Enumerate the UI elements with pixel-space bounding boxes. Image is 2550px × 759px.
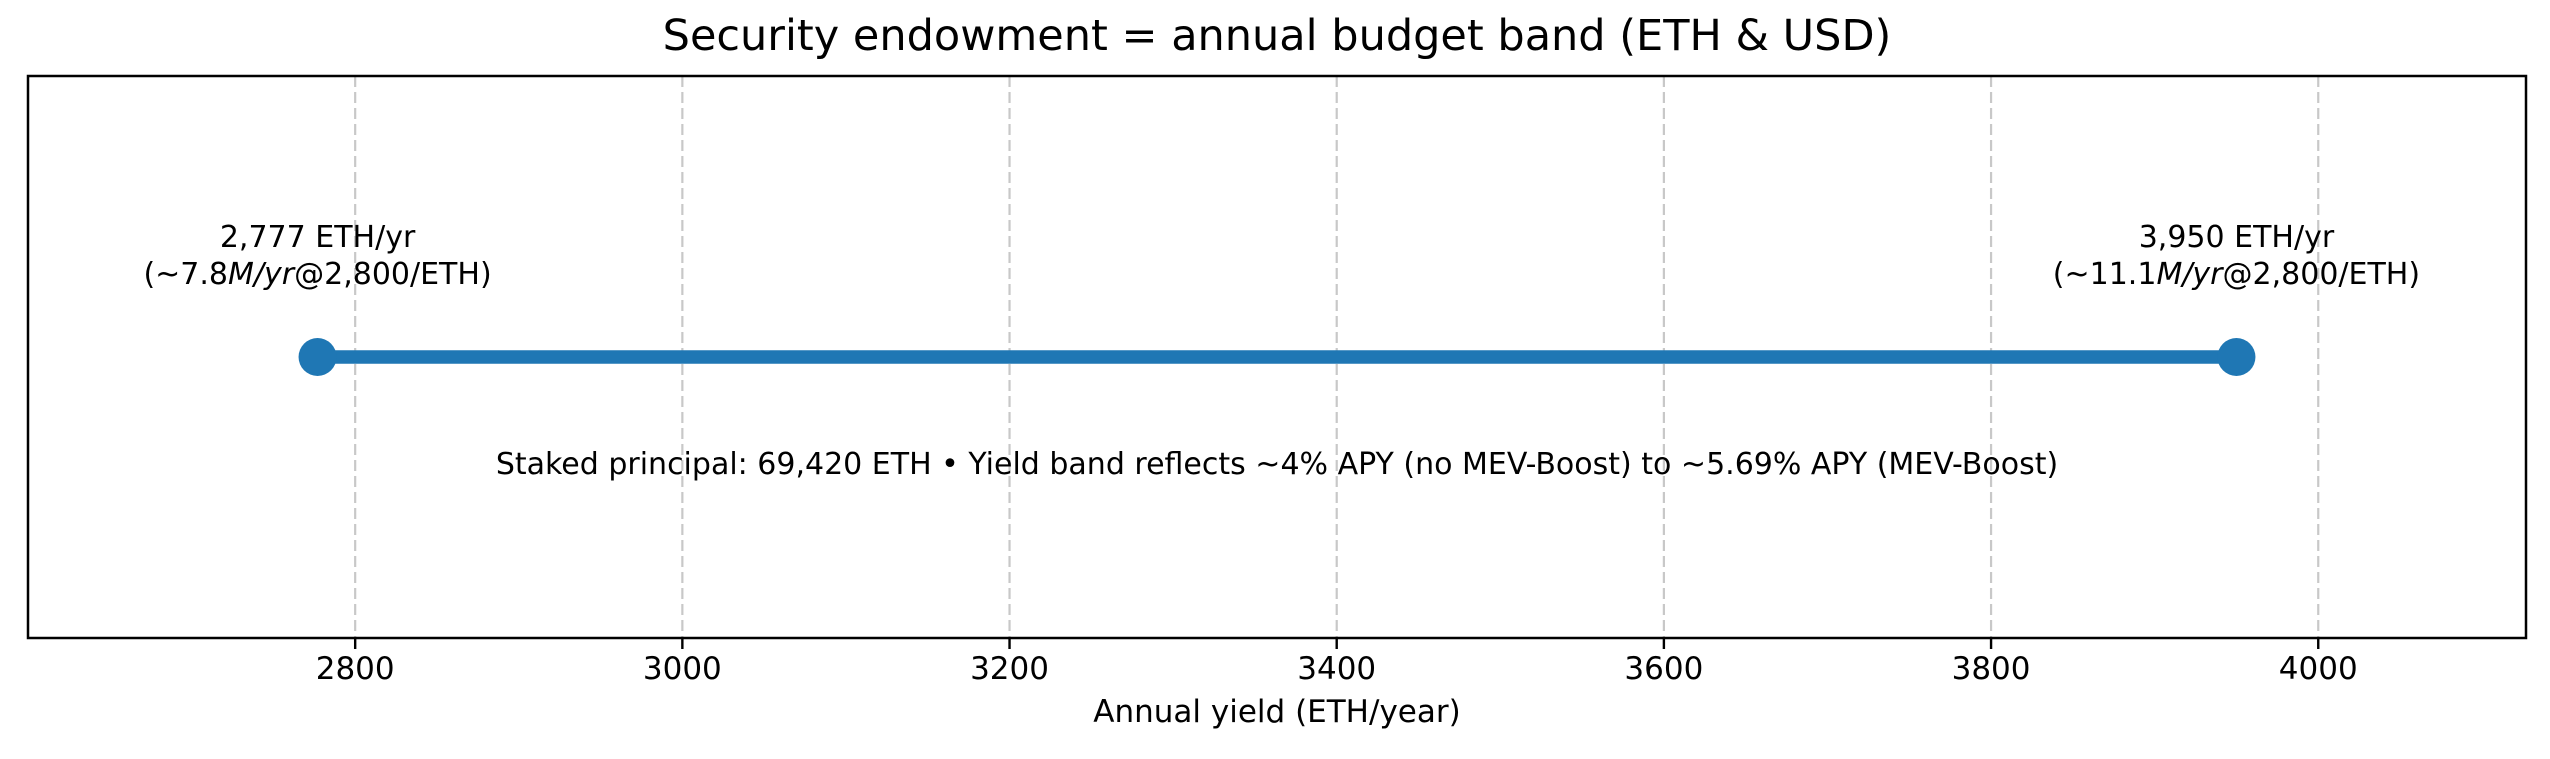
annotation-min-line1: 2,777 ETH/yr bbox=[219, 220, 416, 255]
annotation-max-line2: (~11.1M/yr@2,800/ETH) bbox=[2052, 257, 2421, 292]
annotation-max-line1: 3,950 ETH/yr bbox=[2138, 220, 2335, 255]
x-tick-label: 4000 bbox=[2278, 651, 2358, 687]
axes-frame bbox=[26, 74, 2528, 640]
x-tick-label: 3400 bbox=[1297, 651, 1377, 687]
staked-principal-note: Staked principal: 69,420 ETH • Yield ban… bbox=[495, 447, 2059, 482]
band-endpoint-marker-min bbox=[298, 338, 337, 376]
x-tick-label: 3000 bbox=[642, 651, 722, 687]
annotation-min-line2: (~7.8M/yr@2,800/ETH) bbox=[143, 257, 492, 292]
annotation-max-yield: 3,950 ETH/yr (~11.1M/yr@2,800/ETH) bbox=[1916, 219, 2550, 293]
annotation-min-yield: 2,777 ETH/yr (~7.8M/yr@2,800/ETH) bbox=[0, 219, 638, 293]
chart-title: Security endowment = annual budget band … bbox=[662, 11, 1892, 61]
x-tick-label: 3600 bbox=[1624, 651, 1704, 687]
x-tick-label: 3800 bbox=[1951, 651, 2031, 687]
x-tick-label: 3200 bbox=[970, 651, 1049, 687]
x-axis-label: Annual yield (ETH/year) bbox=[1093, 694, 1461, 730]
x-tick-label: 2800 bbox=[315, 651, 395, 687]
band-endpoint-marker-max bbox=[2217, 338, 2256, 376]
